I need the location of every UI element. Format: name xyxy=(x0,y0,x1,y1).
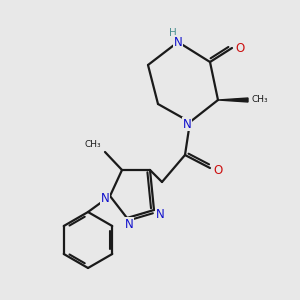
Polygon shape xyxy=(218,98,248,102)
Text: N: N xyxy=(156,208,164,220)
Text: O: O xyxy=(236,41,244,55)
Text: N: N xyxy=(183,118,191,130)
Text: N: N xyxy=(124,218,134,230)
Text: H: H xyxy=(169,28,177,38)
Text: •: • xyxy=(261,98,263,102)
Text: CH₃: CH₃ xyxy=(252,95,268,104)
Text: N: N xyxy=(174,35,182,49)
Text: N: N xyxy=(100,191,109,205)
Text: CH₃: CH₃ xyxy=(84,140,101,149)
Text: O: O xyxy=(213,164,223,176)
